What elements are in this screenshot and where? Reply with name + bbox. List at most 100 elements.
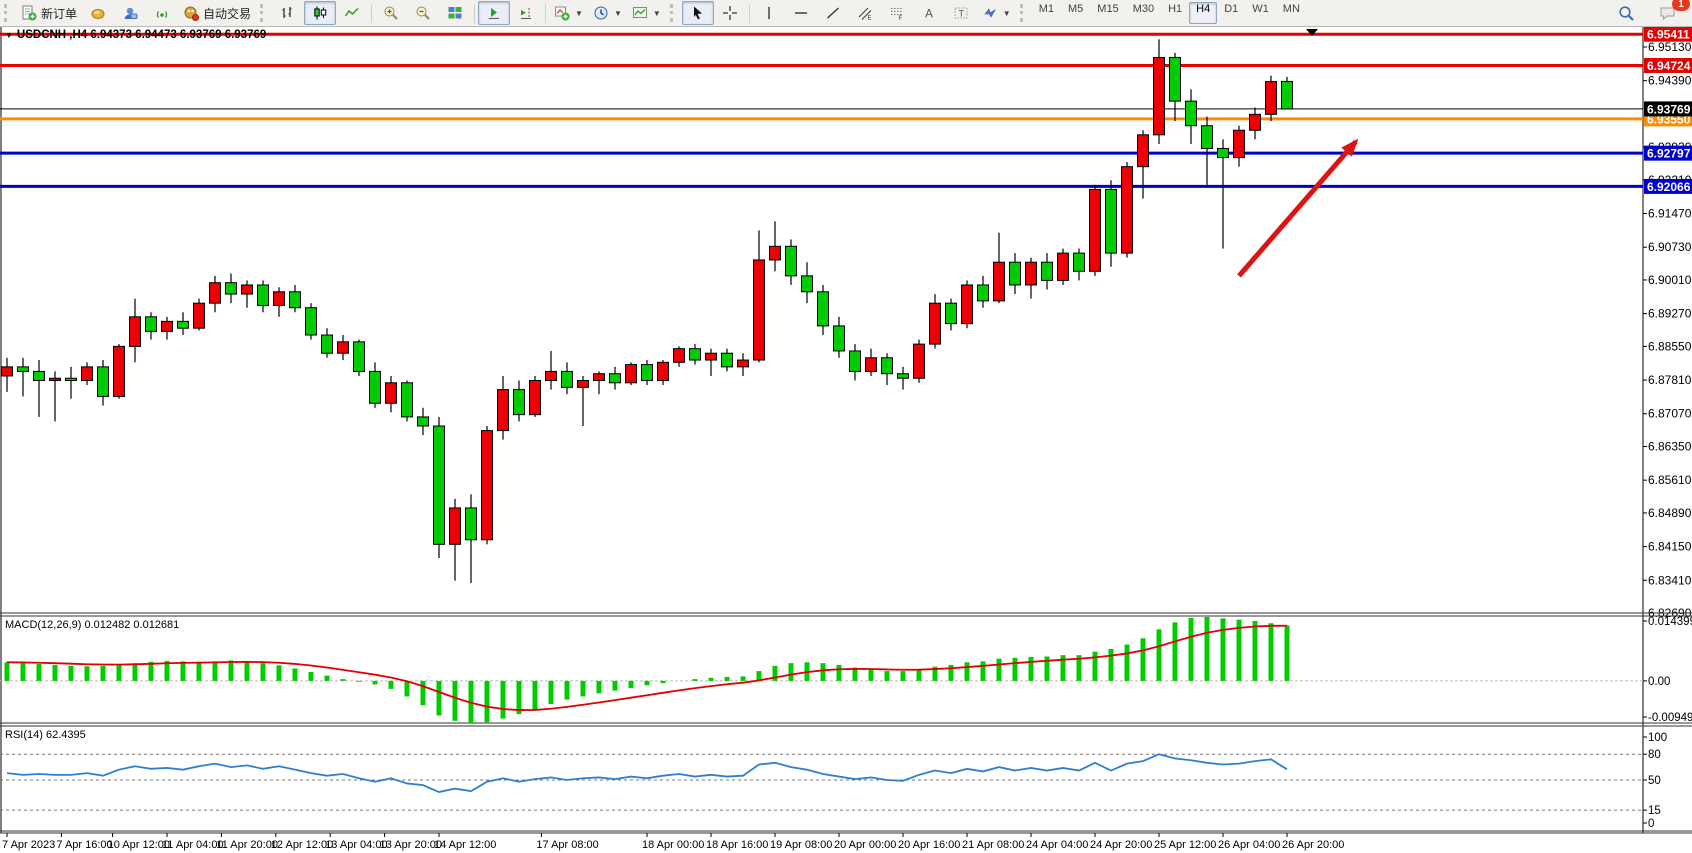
zoom-out-button[interactable] <box>407 1 439 25</box>
tab-timeframe-D1[interactable]: D1 <box>1224 3 1239 15</box>
trend-arrow-head[interactable] <box>1341 138 1359 157</box>
deposit-button[interactable] <box>82 1 114 25</box>
candle-body <box>513 389 525 416</box>
horizontal-line-icon <box>793 5 809 21</box>
candle-body <box>561 370 573 388</box>
rsi-line <box>6 753 1288 793</box>
candle-body <box>801 275 813 293</box>
chevron-down-icon: ▼ <box>652 8 661 18</box>
trendline-button[interactable] <box>817 1 849 25</box>
candle-body <box>1121 166 1133 254</box>
text-label-button[interactable]: T <box>945 1 977 25</box>
tab-timeframe-H1[interactable]: H1 <box>1168 3 1183 15</box>
tile-windows-button[interactable] <box>439 1 471 25</box>
candlestick-icon <box>312 5 328 21</box>
candle-body <box>1057 252 1069 281</box>
notification-count-badge: 1 <box>1672 0 1690 11</box>
line-chart-button[interactable] <box>336 1 368 25</box>
crosshair-button[interactable] <box>714 1 746 25</box>
candle-body <box>1073 252 1085 272</box>
search-icon <box>1618 5 1635 22</box>
candle-body <box>257 284 269 306</box>
periods-button[interactable]: ▼ <box>588 1 627 25</box>
candle-body <box>273 291 285 306</box>
tab-timeframe-H4[interactable]: H4 <box>1189 2 1218 24</box>
candle-body <box>401 382 413 418</box>
candle-body <box>353 341 365 372</box>
macd-indicator-label: MACD(12,26,9) 0.012482 0.012681 <box>5 619 180 631</box>
candle-body <box>161 320 173 332</box>
time-tick-label: 24 Apr 20:00 <box>1090 839 1152 851</box>
candle-body <box>657 361 669 382</box>
toolbar-grip[interactable] <box>669 4 679 22</box>
price-badge <box>1644 26 1692 42</box>
macd-axis-label: 0.014399 <box>1648 616 1692 628</box>
price-tick-label: 6.90730 <box>1648 240 1692 254</box>
toolbar-grip[interactable] <box>260 4 269 22</box>
chevron-down-icon: ▼ <box>613 8 622 18</box>
candle-body <box>1201 125 1213 149</box>
candle-body <box>417 416 429 427</box>
candle-body <box>993 261 1005 302</box>
tab-timeframe-MN[interactable]: MN <box>1282 3 1300 15</box>
autotrade-icon <box>183 5 200 21</box>
candle-body <box>1169 56 1181 102</box>
candlestick-button[interactable] <box>304 1 337 25</box>
toolbar-grip[interactable] <box>1019 4 1029 22</box>
indicators-button[interactable]: ▼ <box>549 1 588 25</box>
price-badge-label: 6.92066 <box>1647 180 1691 194</box>
chart-shift-icon <box>518 5 534 21</box>
candle-body <box>1137 134 1149 168</box>
candle-body <box>481 430 493 541</box>
signals-button[interactable] <box>146 1 178 25</box>
vertical-line-button[interactable] <box>753 1 785 25</box>
chart-shift-button[interactable] <box>510 1 542 25</box>
candle-body <box>497 389 509 432</box>
templates-button[interactable]: ▼ <box>627 1 666 25</box>
candle-body <box>17 366 29 372</box>
cursor-button[interactable] <box>681 1 714 25</box>
signal-icon <box>154 5 170 21</box>
horizontal-line-button[interactable] <box>785 1 817 25</box>
candle-body <box>1153 56 1165 136</box>
price-badge-label: 6.95411 <box>1647 28 1690 42</box>
autotrade-button[interactable]: 自动交易 <box>178 1 256 25</box>
candle-body <box>577 380 589 388</box>
zoom-in-button[interactable] <box>375 1 407 25</box>
chart-shift-marker[interactable] <box>1306 29 1318 36</box>
rsi-axis-label: 80 <box>1648 749 1661 761</box>
tab-timeframe-M1[interactable]: M1 <box>1038 3 1054 15</box>
tab-timeframe-M15[interactable]: M15 <box>1097 3 1119 15</box>
time-tick-label: 13 Apr 04:00 <box>325 839 387 851</box>
tab-timeframe-M30[interactable]: M30 <box>1132 3 1155 15</box>
toolbar-grip[interactable] <box>4 4 13 22</box>
autoscroll-button[interactable] <box>478 1 511 25</box>
bar-chart-button[interactable] <box>272 1 304 25</box>
community-button[interactable] <box>114 1 146 25</box>
notifications-button[interactable]: 1 <box>1652 0 1690 25</box>
candle-body <box>1265 81 1277 115</box>
text-button[interactable]: A <box>913 1 945 25</box>
equidistant-channel-button[interactable]: E <box>849 1 881 25</box>
time-tick-label: 11 Apr 20:00 <box>216 839 278 851</box>
price-tick-label: 6.89270 <box>1648 307 1692 321</box>
price-tick-label: 6.83410 <box>1648 573 1692 587</box>
arrows-button[interactable]: ▼ <box>977 1 1016 25</box>
cursor-icon <box>690 5 706 21</box>
zoom-out-icon <box>415 5 431 21</box>
price-badge <box>1644 145 1692 161</box>
price-badge <box>1644 101 1692 117</box>
candle-body <box>609 373 621 384</box>
search-button[interactable] <box>1610 1 1642 25</box>
new-order-button[interactable]: 新订单 <box>16 1 82 25</box>
candle-body <box>833 325 845 352</box>
chart-title-text: USDCNH ,H4 6.94373 6.94473 6.93769 6.937… <box>16 29 267 41</box>
tab-timeframe-M5[interactable]: M5 <box>1068 3 1084 15</box>
tab-timeframe-W1[interactable]: W1 <box>1252 3 1269 15</box>
time-tick-label: 10 Apr 12:00 <box>108 839 170 851</box>
chart-background <box>0 26 1692 853</box>
trend-arrow-line[interactable] <box>1237 139 1358 278</box>
fibonacci-button[interactable]: F <box>881 1 913 25</box>
tile-windows-icon <box>447 5 463 21</box>
